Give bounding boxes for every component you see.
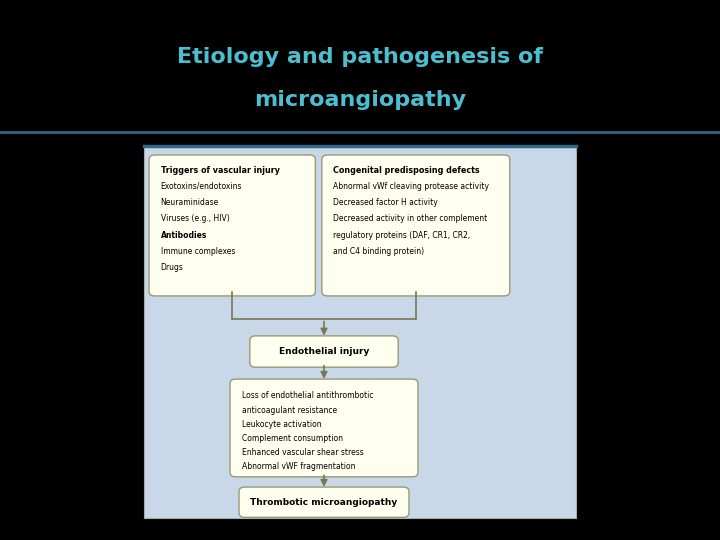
Text: Antibodies: Antibodies xyxy=(161,231,207,240)
Text: Endothelial injury: Endothelial injury xyxy=(279,347,369,356)
Text: Congenital predisposing defects: Congenital predisposing defects xyxy=(333,166,480,175)
Text: Decreased activity in other complement: Decreased activity in other complement xyxy=(333,214,487,224)
Text: Exotoxins/endotoxins: Exotoxins/endotoxins xyxy=(161,182,242,191)
Text: anticoagulant resistance: anticoagulant resistance xyxy=(242,406,337,415)
Text: Loss of endothelial antithrombotic: Loss of endothelial antithrombotic xyxy=(242,392,373,401)
Text: Drugs: Drugs xyxy=(161,263,184,272)
Text: Neuraminidase: Neuraminidase xyxy=(161,198,219,207)
Text: microangiopathy: microangiopathy xyxy=(254,90,466,110)
Text: Decreased factor H activity: Decreased factor H activity xyxy=(333,198,438,207)
Text: Abnormal vWf cleaving protease activity: Abnormal vWf cleaving protease activity xyxy=(333,182,490,191)
FancyBboxPatch shape xyxy=(322,155,510,296)
Text: Viruses (e.g., HIV): Viruses (e.g., HIV) xyxy=(161,214,229,224)
Text: Leukocyte activation: Leukocyte activation xyxy=(242,420,321,429)
Text: Etiology and pathogenesis of: Etiology and pathogenesis of xyxy=(177,46,543,67)
Text: Enhanced vascular shear stress: Enhanced vascular shear stress xyxy=(242,448,364,457)
Text: Triggers of vascular injury: Triggers of vascular injury xyxy=(161,166,279,175)
Text: Thrombotic microangiopathy: Thrombotic microangiopathy xyxy=(251,498,397,507)
Text: Immune complexes: Immune complexes xyxy=(161,247,235,256)
FancyBboxPatch shape xyxy=(239,487,409,517)
FancyBboxPatch shape xyxy=(144,146,576,518)
Text: Abnormal vWF fragmentation: Abnormal vWF fragmentation xyxy=(242,462,355,471)
FancyBboxPatch shape xyxy=(250,336,398,367)
Text: and C4 binding protein): and C4 binding protein) xyxy=(333,247,425,256)
FancyBboxPatch shape xyxy=(230,379,418,477)
Text: Complement consumption: Complement consumption xyxy=(242,434,343,443)
Text: regulatory proteins (DAF, CR1, CR2,: regulatory proteins (DAF, CR1, CR2, xyxy=(333,231,471,240)
FancyBboxPatch shape xyxy=(149,155,315,296)
